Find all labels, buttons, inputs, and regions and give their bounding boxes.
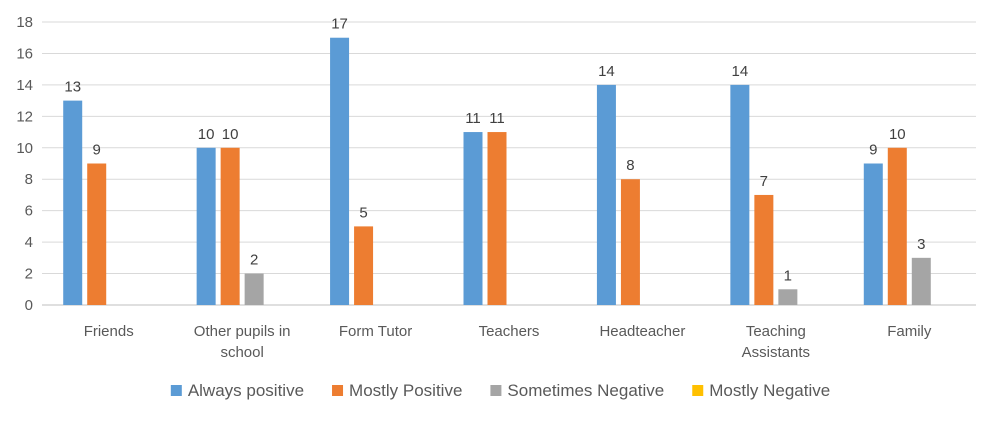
- bar: [63, 100, 83, 305]
- bar: [463, 132, 483, 305]
- legend-item: Always positive: [170, 381, 304, 400]
- data-label: 14: [598, 63, 615, 80]
- data-label: 9: [93, 142, 101, 159]
- x-category-label: Friends: [84, 323, 134, 340]
- data-label: 9: [869, 142, 877, 159]
- y-tick-label: 0: [25, 297, 33, 314]
- bar: [354, 226, 374, 305]
- y-tick-label: 2: [25, 266, 33, 283]
- bar: [87, 163, 107, 305]
- x-category-label: Family: [887, 323, 932, 340]
- legend-item: Sometimes Negative: [490, 381, 664, 400]
- bar: [887, 147, 907, 305]
- bar: [330, 37, 350, 305]
- data-label: 11: [465, 110, 481, 127]
- data-label: 10: [198, 126, 215, 143]
- x-category-label: Teaching: [746, 323, 806, 340]
- y-tick-label: 4: [25, 234, 33, 251]
- y-axis-ticks: 0 2 4 6 8 10 12 14 16 18: [16, 14, 33, 314]
- y-tick-label: 6: [25, 203, 33, 220]
- legend-item: Mostly Positive: [332, 381, 462, 400]
- data-label: 17: [331, 16, 348, 33]
- bar: [620, 179, 640, 305]
- x-category-label: Other pupils in: [194, 323, 291, 340]
- data-label: 2: [250, 252, 258, 269]
- y-tick-label: 10: [16, 140, 33, 157]
- legend-swatch: [692, 385, 704, 396]
- y-tick-label: 18: [16, 14, 33, 31]
- y-tick-label: 14: [16, 77, 33, 94]
- x-category-label: Teachers: [479, 323, 540, 340]
- bar: [730, 84, 750, 305]
- data-label: 10: [222, 126, 239, 143]
- data-label: 13: [64, 79, 81, 96]
- y-tick-label: 12: [16, 108, 33, 125]
- x-category-label: Assistants: [742, 344, 810, 361]
- data-label: 3: [917, 236, 925, 253]
- legend-label: Always positive: [188, 381, 304, 400]
- data-label: 8: [626, 157, 634, 174]
- bar: [596, 84, 616, 305]
- legend-swatch: [332, 385, 344, 396]
- legend: Always positive Mostly Positive Sometimes …: [170, 381, 830, 400]
- x-category-label: school: [220, 344, 263, 361]
- bar: [754, 194, 774, 305]
- gridlines: [42, 21, 976, 306]
- x-category-label: Headteacher: [599, 323, 685, 340]
- data-label: 1: [784, 267, 792, 284]
- data-label: 5: [359, 204, 367, 221]
- bar: [244, 273, 264, 305]
- bar: [778, 289, 798, 305]
- legend-swatch: [170, 385, 182, 396]
- x-axis-categories: Friends Other pupils in school Form Tutor Te…: [84, 323, 932, 361]
- legend-item: Mostly Negative: [692, 381, 830, 400]
- legend-label: Mostly Negative: [709, 381, 830, 400]
- bar: [487, 132, 507, 305]
- bar: [863, 163, 883, 305]
- data-label: 11: [489, 110, 505, 127]
- data-label: 10: [889, 126, 906, 143]
- x-category-label: Form Tutor: [339, 323, 412, 340]
- bars: [63, 37, 931, 305]
- bar: [220, 147, 240, 305]
- y-tick-label: 8: [25, 171, 33, 188]
- data-label: 7: [760, 173, 768, 190]
- data-labels: 13 9 10 10 2 17 5 11 11 14 8 14 7 1 9 10 3: [64, 16, 925, 285]
- data-label: 14: [732, 63, 749, 80]
- legend-label: Sometimes Negative: [507, 381, 664, 400]
- bar: [196, 147, 216, 305]
- bar: [911, 257, 931, 305]
- y-tick-label: 16: [16, 45, 33, 62]
- legend-swatch: [490, 385, 502, 396]
- legend-label: Mostly Positive: [349, 381, 462, 400]
